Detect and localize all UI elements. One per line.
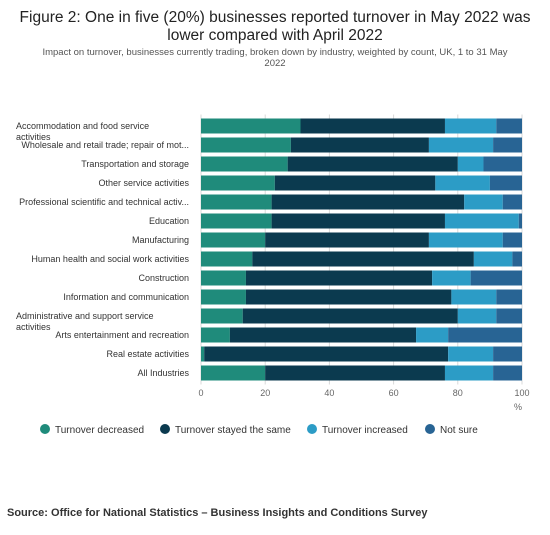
category-label: All Industries	[137, 368, 189, 378]
bar-segment	[496, 308, 522, 324]
bar-segment	[470, 270, 522, 286]
bar-segment	[457, 308, 497, 324]
legend: Turnover decreased Turnover stayed the sa…	[40, 424, 478, 436]
bar-segment	[457, 156, 484, 172]
legend-swatch	[425, 424, 435, 434]
bar-segment	[444, 213, 519, 229]
bar-segment	[496, 118, 522, 134]
x-tick-label: 80	[453, 388, 463, 398]
bar-segment	[444, 365, 494, 381]
bar-segment	[201, 194, 272, 210]
x-tick-label: 40	[324, 388, 334, 398]
bar-segment	[252, 251, 474, 267]
category-label: Professional scientific and technical ac…	[19, 197, 189, 207]
bar-segment	[201, 289, 246, 305]
legend-label: Turnover decreased	[55, 425, 144, 436]
bar-segment	[271, 194, 465, 210]
bar-segment	[201, 365, 266, 381]
bar-segment	[201, 213, 272, 229]
category-label: Manufacturing	[132, 235, 189, 245]
category-label: Education	[149, 216, 189, 226]
category-label-continued: activities	[16, 132, 51, 142]
legend-swatch	[307, 424, 317, 434]
bar-segment	[473, 251, 513, 267]
bar-segment	[496, 289, 522, 305]
bar-segment	[245, 289, 452, 305]
bar-segment	[502, 232, 522, 248]
bar-segment	[201, 270, 246, 286]
bar-segment	[204, 346, 449, 362]
bar-segment	[493, 137, 522, 153]
bar-segment	[245, 270, 433, 286]
category-label: Construction	[138, 273, 189, 283]
bar-segment	[444, 118, 497, 134]
bar-segment	[448, 346, 494, 362]
category-label: Real estate activities	[106, 349, 189, 359]
bar-segment	[435, 175, 490, 191]
bar-segment	[287, 156, 458, 172]
bar-segment	[201, 137, 291, 153]
bar-segment	[428, 232, 503, 248]
category-label: Arts entertainment and recreation	[55, 330, 189, 340]
source-note: Source: Office for National Statistics –…	[7, 507, 428, 519]
bar-segment	[201, 308, 243, 324]
bar-segment	[201, 156, 288, 172]
bar-segment	[512, 251, 522, 267]
x-axis-label: %	[514, 402, 522, 412]
x-axis-ticks: 0 20 40 60 80 100	[198, 388, 529, 398]
category-label: Other service activities	[98, 178, 189, 188]
legend-label: Turnover stayed the same	[175, 425, 291, 436]
category-labels: Accommodation and food serviceactivities…	[16, 121, 189, 378]
category-label: Transportation and storage	[81, 159, 189, 169]
bar-segment	[274, 175, 436, 191]
legend-label: Not sure	[440, 425, 478, 436]
bar-segment	[265, 232, 429, 248]
bar-segment	[265, 365, 445, 381]
category-label: Human health and social work activities	[31, 254, 189, 264]
bar-segment	[416, 327, 449, 343]
bar-segment	[448, 327, 522, 343]
bar-segment	[201, 327, 230, 343]
bar-segment	[518, 213, 522, 229]
bar-segment	[464, 194, 503, 210]
chart-subtitle-line-2: 2022	[264, 58, 285, 69]
bar-segment	[300, 118, 445, 134]
chart-title-line-1: Figure 2: One in five (20%) businesses r…	[20, 9, 531, 26]
bar-segment	[201, 175, 275, 191]
bar-segment	[502, 194, 522, 210]
x-tick-label: 20	[260, 388, 270, 398]
x-tick-label: 100	[514, 388, 529, 398]
category-label: Information and communication	[63, 292, 189, 302]
bar-segment	[451, 289, 497, 305]
legend-swatch	[160, 424, 170, 434]
bar-segment	[432, 270, 471, 286]
bar-segment	[229, 327, 417, 343]
legend-label: Turnover increased	[322, 425, 408, 436]
bar-segment	[428, 137, 494, 153]
bar-segment	[271, 213, 445, 229]
category-label-continued: activities	[16, 322, 51, 332]
category-label: Administrative and support service	[16, 311, 154, 321]
bar-segment	[290, 137, 429, 153]
x-tick-label: 0	[198, 388, 203, 398]
gridlines	[200, 114, 523, 385]
bar-segment	[242, 308, 458, 324]
category-label: Accommodation and food service	[16, 121, 149, 131]
chart-subtitle-line-1: Impact on turnover, businesses currently…	[42, 47, 507, 58]
category-label: Wholesale and retail trade; repair of mo…	[21, 140, 189, 150]
bar-segment	[201, 346, 205, 362]
bar-segment	[493, 365, 522, 381]
chart-title-line-2: lower compared with April 2022	[167, 27, 382, 44]
bar-segment	[201, 118, 301, 134]
x-tick-label: 60	[389, 388, 399, 398]
bar-segment	[201, 251, 253, 267]
legend-swatch	[40, 424, 50, 434]
bar-segment	[201, 232, 266, 248]
bar-segment	[489, 175, 522, 191]
bars	[201, 118, 522, 381]
bar-segment	[493, 346, 522, 362]
bar-segment	[483, 156, 522, 172]
